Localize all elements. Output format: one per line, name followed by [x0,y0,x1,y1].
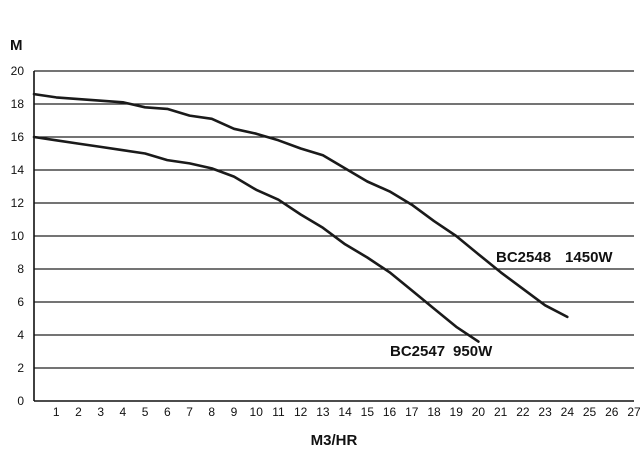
y-tick-label: 20 [11,64,25,78]
x-tick-label: 8 [208,405,215,419]
grid [34,70,634,369]
axes [33,71,634,402]
x-tick-label: 19 [450,405,464,419]
y-tick-label: 14 [11,163,25,177]
x-tick-label: 12 [294,405,308,419]
x-axis-title: M3/HR [311,432,358,449]
series-lines [32,92,569,343]
y-tick-label: 6 [17,295,24,309]
y-tick-label: 8 [17,262,24,276]
x-tick-label: 20 [472,405,486,419]
x-tick-label: 24 [561,405,575,419]
x-tick-label: 1 [53,405,60,419]
x-tick-label: 21 [494,405,508,419]
series-line-bc2548 [32,92,569,319]
x-tick-label: 22 [516,405,530,419]
y-tick-label: 2 [17,361,24,375]
y-tick-label: 10 [11,229,25,243]
y-tick-labels: 0 2 4 6 8 10 12 14 16 18 20 [11,64,25,408]
x-tick-label: 10 [250,405,264,419]
x-tick-label: 17 [405,405,419,419]
x-tick-label: 25 [583,405,597,419]
x-tick-label: 16 [383,405,397,419]
x-tick-label: 13 [316,405,330,419]
series-power-label: 1450W [565,249,613,266]
series-labels: BC2548 1450W BC2547 950W [390,249,613,360]
x-tick-label: 2 [75,405,82,419]
x-tick-label: 27 [627,405,640,419]
x-tick-label: 4 [120,405,127,419]
y-tick-label: 12 [11,196,25,210]
x-tick-label: 14 [338,405,352,419]
series-model-label: BC2547 [390,343,445,360]
x-tick-label: 5 [142,405,149,419]
series-label-bc2548: BC2548 1450W [496,249,613,266]
x-tick-label: 11 [272,405,285,419]
x-tick-labels: 1 2 3 4 5 6 7 8 9 10 11 12 13 14 15 16 17 18 19 20 21 22 23 24 2… [53,405,640,419]
y-tick-label: 16 [11,130,25,144]
series-line-bc2547 [32,135,480,343]
y-tick-label: 18 [11,97,25,111]
x-tick-label: 3 [97,405,104,419]
series-label-bc2547: BC2547 950W [390,343,493,360]
x-tick-label: 15 [361,405,375,419]
series-power-label: 950W [453,343,493,360]
x-tick-label: 18 [427,405,441,419]
x-tick-label: 9 [231,405,238,419]
series-model-label: BC2548 [496,249,551,266]
y-tick-label: 0 [17,394,24,408]
x-tick-label: 26 [605,405,619,419]
x-tick-label: 7 [186,405,193,419]
y-tick-label: 4 [17,328,24,342]
y-axis-title: M [10,37,23,54]
x-tick-label: 6 [164,405,171,419]
x-tick-label: 23 [538,405,552,419]
